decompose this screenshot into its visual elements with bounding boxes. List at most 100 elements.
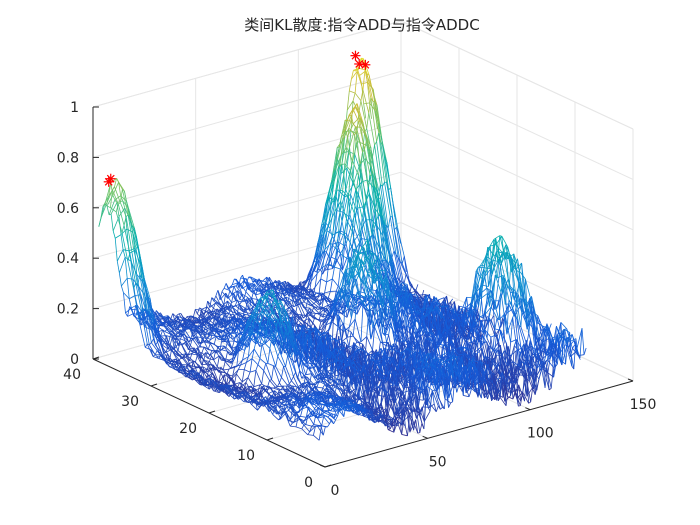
mesh-line	[223, 293, 227, 306]
mesh-line	[127, 252, 131, 262]
mesh-line	[173, 321, 180, 325]
mesh-line	[108, 199, 116, 215]
mesh-line	[349, 189, 357, 215]
mesh-line	[319, 221, 326, 242]
mesh-line	[251, 283, 255, 293]
mesh-line	[124, 257, 128, 279]
mesh-line	[222, 307, 226, 314]
mesh-line	[214, 310, 218, 321]
mesh-line	[244, 300, 248, 313]
mesh-line	[359, 75, 363, 85]
mesh-line	[130, 307, 134, 314]
mesh-line	[372, 145, 375, 157]
mesh-line	[195, 308, 202, 311]
mesh-line	[319, 225, 322, 242]
mesh-line	[345, 243, 349, 255]
mesh-line	[112, 230, 116, 239]
mesh-line	[255, 299, 258, 305]
mesh-line	[245, 278, 249, 290]
mesh-line	[116, 249, 124, 262]
mesh-line	[278, 280, 282, 288]
mesh-line	[243, 291, 247, 300]
mesh-line	[224, 310, 228, 318]
mesh-line	[324, 204, 328, 222]
mesh-line	[254, 279, 261, 290]
mesh-line	[221, 288, 225, 292]
z-gridline	[92, 121, 402, 209]
mesh-line	[128, 298, 132, 309]
mesh-line	[333, 212, 341, 240]
mesh-line	[239, 301, 242, 305]
mesh-line	[342, 245, 345, 271]
mesh-line	[350, 194, 357, 210]
mesh-line	[362, 132, 366, 152]
mesh-line	[207, 300, 211, 308]
mesh-line	[378, 132, 385, 183]
mesh-line	[160, 322, 168, 330]
mesh-line	[382, 145, 389, 191]
mesh-line	[320, 230, 328, 250]
mesh-line	[116, 202, 120, 217]
mesh-line	[261, 288, 265, 292]
mesh-line	[354, 92, 362, 101]
mesh-line	[292, 285, 300, 296]
mesh-line	[138, 286, 145, 296]
mesh-line	[160, 329, 164, 337]
mesh-line	[204, 306, 208, 312]
mesh-line	[166, 320, 170, 327]
mesh-line	[125, 312, 128, 317]
mesh-line	[334, 253, 341, 267]
mesh-line	[368, 97, 372, 114]
mesh-line	[165, 315, 169, 323]
mesh-line	[131, 251, 139, 287]
mesh-line	[341, 221, 345, 233]
mesh-line	[294, 290, 301, 294]
mesh-line	[264, 277, 268, 289]
mesh-line	[231, 286, 235, 295]
mesh-line	[250, 276, 254, 283]
mesh-line	[213, 302, 216, 309]
mesh-line	[240, 274, 243, 279]
mesh-line	[362, 69, 366, 90]
mesh-line	[118, 272, 122, 287]
mesh-line	[252, 280, 255, 285]
mesh-line	[129, 220, 137, 249]
mesh-line	[126, 278, 130, 299]
mesh-line	[118, 257, 126, 274]
mesh-line	[368, 112, 375, 146]
mesh-line	[231, 290, 238, 295]
mesh-line	[361, 82, 368, 85]
mesh-line	[234, 299, 238, 306]
mesh-line	[253, 283, 257, 291]
mesh-line	[312, 258, 320, 272]
mesh-line	[362, 89, 370, 114]
mesh-line	[215, 290, 219, 297]
mesh-line	[235, 290, 239, 301]
mesh-line	[275, 292, 279, 302]
mesh-line	[114, 178, 117, 187]
mesh-line	[230, 307, 234, 310]
mesh-line	[361, 229, 369, 253]
mesh-line	[309, 268, 313, 280]
mesh-line	[260, 289, 267, 293]
mesh-line	[348, 194, 352, 217]
mesh-line	[348, 216, 355, 229]
mesh-line	[333, 238, 337, 246]
mesh-line	[310, 273, 318, 282]
mesh-line	[343, 174, 347, 190]
mesh-line	[232, 307, 236, 313]
mesh-line	[155, 315, 158, 321]
mesh-line	[350, 182, 354, 195]
mesh-line	[205, 316, 209, 320]
mesh-line	[248, 297, 252, 311]
mesh-line	[235, 282, 239, 287]
right-top-edge	[400, 20, 634, 130]
mesh-line	[120, 234, 124, 250]
mesh-line	[236, 304, 240, 315]
mesh-line	[167, 316, 175, 324]
mesh-line	[112, 189, 119, 205]
mesh-line	[245, 312, 252, 314]
mesh-line	[123, 292, 126, 314]
mesh-line	[175, 319, 183, 323]
